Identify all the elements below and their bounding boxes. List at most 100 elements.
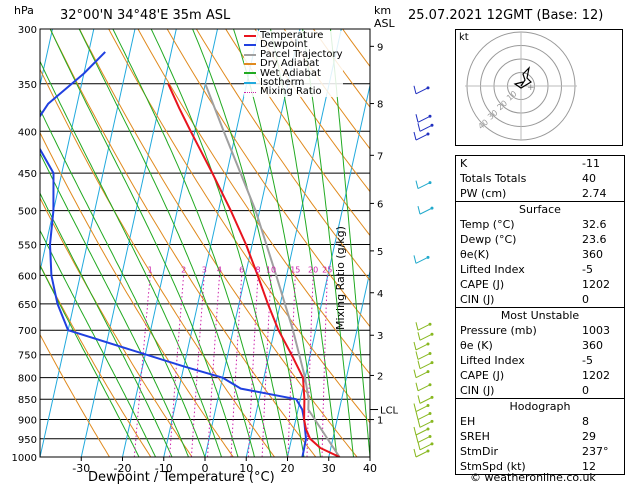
stat-value: 40 (582, 172, 596, 185)
dry-adiabat (225, 29, 370, 237)
wind-barb-dot (426, 370, 430, 374)
wet-adiabat (49, 29, 239, 457)
pressure-tick-label: 850 (18, 395, 37, 406)
wet-adiabat (112, 29, 272, 457)
pressure-tick-label: 500 (18, 207, 37, 218)
wind-barb-dot (430, 123, 434, 127)
pressure-tick-label: 700 (18, 326, 37, 337)
wet-adiabat (40, 108, 206, 457)
km-tick-label: 4 (377, 289, 383, 300)
legend-entry: Temperature (244, 30, 343, 41)
wind-barb (415, 405, 429, 413)
stat-label: EH (460, 415, 476, 428)
mixing-ratio-labels: 1 2 3 4 6 8 10 15 20 25 (148, 265, 333, 274)
wind-barbs (413, 85, 434, 458)
stat-label: PW (cm) (460, 187, 507, 200)
wind-barb-dot (426, 449, 430, 453)
wet-adiabat (150, 29, 288, 457)
stat-label: StmSpd (kt) (460, 460, 526, 473)
stat-label: StmDir (460, 445, 499, 458)
wind-barb-dot (428, 322, 432, 326)
wet-adiabat (40, 264, 140, 457)
stat-row: θe (K) 360 (456, 338, 624, 353)
pressure-tick-label: 450 (18, 169, 37, 180)
legend-swatch (244, 72, 256, 75)
stat-value: 32.6 (582, 218, 607, 231)
mixing-ratio-tick-label: 25 (322, 265, 332, 274)
wind-barb-dot (426, 427, 430, 431)
lcl-label: LCL (380, 406, 399, 417)
stat-value: 360 (582, 339, 603, 352)
pressure-tick-label: 600 (18, 271, 37, 282)
stat-label: CIN (J) (460, 384, 495, 397)
pressure-tick-label: 800 (18, 374, 37, 385)
pressure-tick-label: 350 (18, 80, 37, 91)
isotherm (122, 29, 218, 457)
wind-barb-dot (430, 395, 434, 399)
dewpoint-line (40, 51, 307, 457)
legend-label: Mixing Ratio (260, 86, 322, 98)
legend-entry: Dewpoint (244, 40, 343, 50)
wind-barb (415, 371, 429, 379)
hodograph-title: Hodograph (509, 400, 571, 413)
stat-row: CIN (J) 0 (456, 383, 624, 398)
stat-label: SREH (460, 430, 490, 443)
mixing-ratio-line (230, 275, 243, 457)
wind-barb (419, 124, 433, 132)
most-unstable-section: Most Unstable Pressure (mb) 1003 θe (K) 360… (456, 307, 624, 398)
wind-barb-dot (430, 206, 434, 210)
wind-barb (419, 443, 433, 451)
wind-barb (419, 207, 433, 215)
wind-barb-flag (415, 382, 419, 391)
wind-barb-flag (413, 131, 417, 141)
legend-entry: Wet Adiabat (244, 67, 343, 79)
stat-row: Lifted Index -5 (456, 262, 624, 277)
stat-value: -5 (582, 263, 593, 276)
legend-label: Wet Adiabat (260, 67, 321, 79)
stat-row: StmDir 237° (456, 444, 624, 459)
wind-barb (419, 362, 433, 370)
wind-barb (419, 396, 433, 404)
hodograph-section: Hodograph EH 8 SREH 29 StmDir 237° StmSpd (kt)… (456, 398, 624, 474)
dry-adiabat (40, 333, 110, 457)
wind-barb (417, 115, 431, 123)
wind-barb-dot (430, 442, 434, 446)
temperature-tick-label: -10 (155, 462, 173, 475)
stat-row: StmSpd (kt) 12 (456, 459, 624, 474)
stat-row: CAPE (J) 1202 (456, 277, 624, 292)
km-tick-label: 3 (377, 331, 383, 342)
wind-barb (417, 436, 431, 443)
pressure-tick-label: 1000 (12, 453, 37, 464)
stat-value: 0 (582, 293, 589, 306)
wet-adiabat (270, 29, 338, 457)
legend-swatch (244, 53, 256, 56)
legend-entry: Mixing Ratio (244, 86, 343, 98)
mixing-ratio-tick-label: 3 (202, 265, 207, 274)
wind-barb-flag (415, 114, 419, 123)
wet-adiabat (192, 29, 305, 457)
location-title: 32°00'N 34°48'E 35m ASL (60, 8, 231, 23)
stat-row: Dewp (°C) 23.6 (456, 232, 624, 247)
dry-adiabat (195, 29, 370, 282)
stat-value: 23.6 (582, 233, 607, 246)
mixing-ratio-tick-label: 1 (148, 265, 153, 274)
stat-value: 2.74 (582, 187, 607, 200)
stat-row: PW (cm) 2.74 (456, 186, 624, 201)
stat-value: 1003 (582, 324, 610, 337)
wind-barb-dot (430, 361, 434, 365)
wind-barb-dot (426, 132, 430, 136)
stat-label: CAPE (J) (460, 278, 505, 291)
wet-adiabat (233, 29, 321, 457)
stat-value: 1202 (582, 369, 610, 382)
stats-top: K -11 Totals Totals 40 PW (cm) 2.74 (456, 156, 624, 201)
wind-barb-flag (415, 322, 419, 331)
wind-barb-flag (413, 426, 417, 436)
mixing-ratio-tick-label: 6 (239, 265, 244, 274)
dry-adiabat (108, 29, 370, 424)
mixing-ratio-line (287, 275, 296, 457)
wet-adiabat (302, 29, 354, 457)
wind-barb-flag (415, 411, 419, 420)
hodo-kt-label: kt (459, 32, 469, 43)
legend-label: Dry Adiabat (260, 58, 320, 70)
